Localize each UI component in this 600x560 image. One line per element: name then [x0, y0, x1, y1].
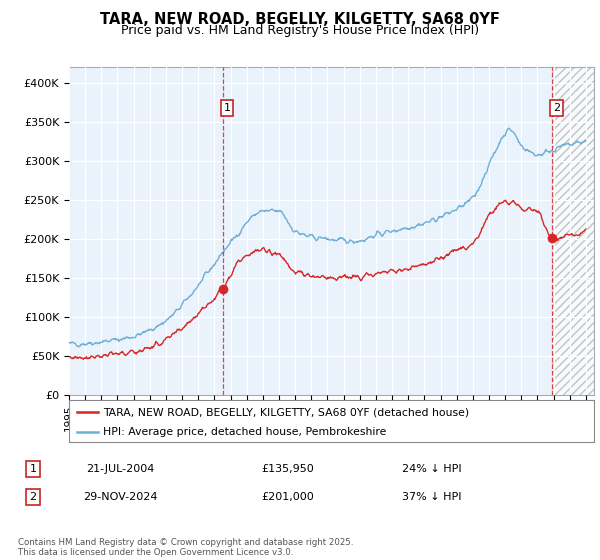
Text: £135,950: £135,950: [262, 464, 314, 474]
Text: HPI: Average price, detached house, Pembrokeshire: HPI: Average price, detached house, Pemb…: [103, 427, 386, 437]
Text: 29-NOV-2024: 29-NOV-2024: [83, 492, 157, 502]
Text: 1: 1: [29, 464, 37, 474]
Text: 2: 2: [29, 492, 37, 502]
Text: TARA, NEW ROAD, BEGELLY, KILGETTY, SA68 0YF (detached house): TARA, NEW ROAD, BEGELLY, KILGETTY, SA68 …: [103, 407, 469, 417]
Text: £201,000: £201,000: [262, 492, 314, 502]
Text: TARA, NEW ROAD, BEGELLY, KILGETTY, SA68 0YF: TARA, NEW ROAD, BEGELLY, KILGETTY, SA68 …: [100, 12, 500, 27]
Text: 21-JUL-2004: 21-JUL-2004: [86, 464, 154, 474]
Text: 1: 1: [224, 103, 230, 113]
Text: 37% ↓ HPI: 37% ↓ HPI: [402, 492, 462, 502]
Text: Price paid vs. HM Land Registry's House Price Index (HPI): Price paid vs. HM Land Registry's House …: [121, 24, 479, 37]
Text: 24% ↓ HPI: 24% ↓ HPI: [402, 464, 462, 474]
Text: 2: 2: [553, 103, 560, 113]
Text: Contains HM Land Registry data © Crown copyright and database right 2025.
This d: Contains HM Land Registry data © Crown c…: [18, 538, 353, 557]
